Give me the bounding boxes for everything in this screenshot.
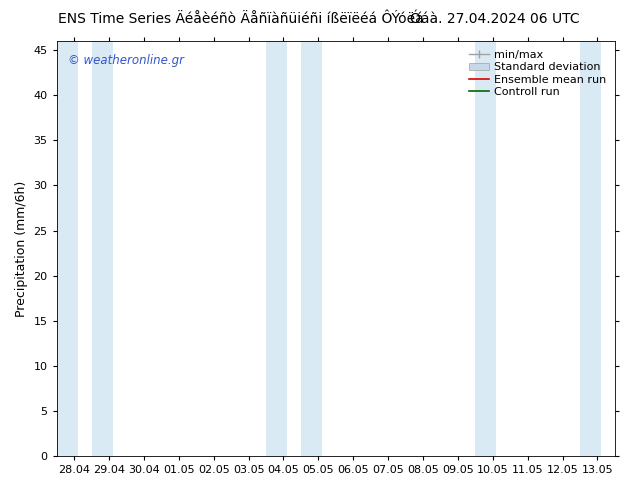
Bar xyxy=(91,41,112,456)
Y-axis label: Precipitation (mm/6h): Precipitation (mm/6h) xyxy=(15,180,28,317)
Bar xyxy=(580,41,601,456)
Bar xyxy=(476,41,496,456)
Text: Óáà. 27.04.2024 06 UTC: Óáà. 27.04.2024 06 UTC xyxy=(410,12,579,26)
Bar xyxy=(56,41,77,456)
Text: ENS Time Series Äéåèéñò Äåñïàñüiéñi íßëïëéá ÔÝóëá: ENS Time Series Äéåèéñò Äåñïàñüiéñi íßëï… xyxy=(58,12,424,26)
Legend: min/max, Standard deviation, Ensemble mean run, Controll run: min/max, Standard deviation, Ensemble me… xyxy=(466,47,609,100)
Bar xyxy=(301,41,322,456)
Text: © weatheronline.gr: © weatheronline.gr xyxy=(68,54,184,67)
Bar xyxy=(266,41,287,456)
